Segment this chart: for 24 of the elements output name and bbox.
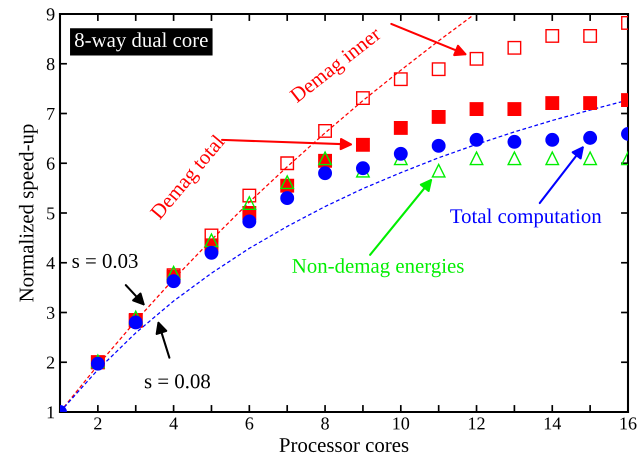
x-tick-label: 16: [620, 417, 636, 430]
y-axis-title: Normalized speed-up: [18, 124, 38, 302]
y-tick-label: 2: [46, 356, 54, 369]
y-tick-label: 3: [46, 306, 54, 319]
y-tick-label: 5: [47, 207, 54, 220]
x-tick-label: 4: [169, 418, 178, 430]
x-tick-label: 6: [246, 417, 254, 430]
x-tick-label: 8: [321, 417, 329, 430]
x-tick-label: 2: [94, 417, 102, 430]
y-tick-label: 6: [46, 158, 55, 170]
annotation: s = 0.08: [144, 374, 210, 388]
y-tick-label: 4: [46, 257, 55, 270]
x-tick-label: 10: [393, 417, 410, 430]
y-tick-label: 8: [46, 58, 54, 70]
text: Non-demag energies: [292, 258, 464, 278]
x-axis-title: Processor cores: [280, 438, 408, 452]
y-tick-label: 1: [48, 406, 54, 418]
x-tick-label: 14: [544, 417, 562, 430]
text: 8-way dual core: [74, 32, 208, 52]
y-tick-label: 7: [47, 108, 55, 120]
text: Total computation: [450, 208, 602, 228]
x-tick-label: 12: [469, 417, 485, 430]
annotation: s = 0.03: [72, 254, 138, 268]
y-tick-label: 9: [46, 8, 54, 20]
